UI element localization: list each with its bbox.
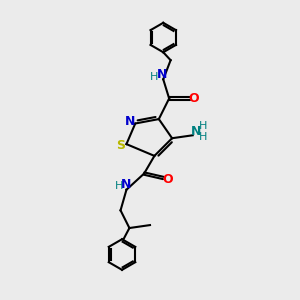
Text: N: N	[191, 125, 201, 138]
Text: H: H	[199, 132, 207, 142]
Text: H: H	[150, 72, 159, 82]
Text: O: O	[189, 92, 200, 105]
Text: O: O	[162, 173, 173, 186]
Text: N: N	[121, 178, 131, 191]
Text: H: H	[199, 122, 207, 131]
Text: H: H	[115, 181, 123, 191]
Text: N: N	[157, 68, 167, 81]
Text: S: S	[116, 139, 125, 152]
Text: N: N	[125, 115, 135, 128]
